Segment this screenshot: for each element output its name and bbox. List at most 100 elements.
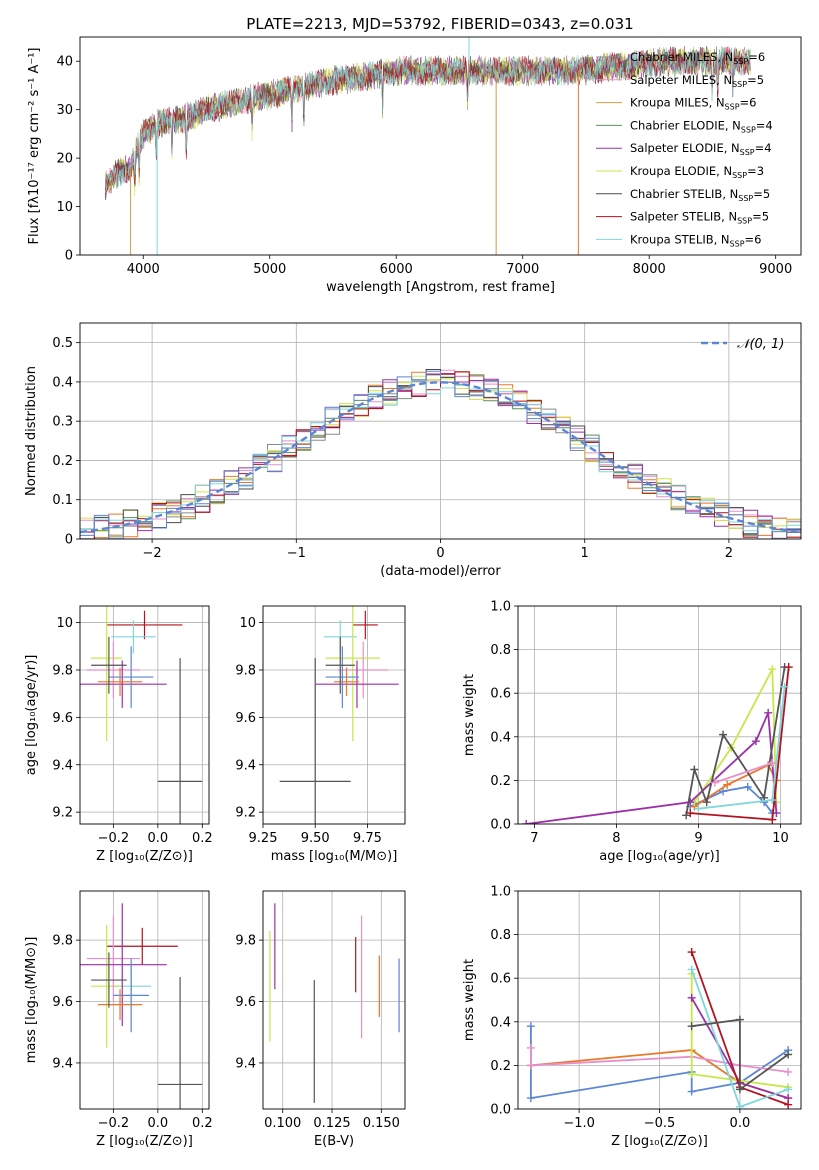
axes-frame [517,890,802,1110]
y-tick-label: 9.4 [52,1056,73,1071]
x-axis-label: wavelength [Angstrom, rest frame] [326,280,555,295]
x-axis-label: Z [log₁₀(Z/Z⊙)] [611,1134,708,1149]
y-tick-label: 0.0 [490,1103,511,1118]
x-tick-label: 0.100 [264,1116,301,1131]
x-tick-label: 7000 [506,262,539,277]
axes-frame [262,890,406,1110]
errorbar-point [279,658,351,824]
axes-frame [262,605,406,825]
y-tick-label: 9.8 [52,663,73,678]
errorbar-point [91,952,127,1008]
y-tick-label: 10 [56,200,73,215]
weight-line [691,1018,789,1092]
plus-marker [735,1102,744,1109]
axes-frame [79,322,802,540]
x-tick-label: 1 [581,546,589,561]
plus-marker [764,708,773,717]
legend-entry: Kroupa ELODIE, NSSP=3 [630,164,764,180]
errorbar-point [315,660,399,708]
legend-entry: Chabrier ELODIE, NSSP=4 [630,118,773,134]
axes-frame [517,605,802,825]
histogram-step [80,370,801,539]
y-tick-label: 0.8 [490,643,511,658]
y-tick-label: 0.6 [490,687,511,702]
errorbar-point [334,667,360,697]
y-tick-label: 9.6 [52,995,73,1010]
legend-entry: Salpeter STELIB, NSSP=5 [630,210,769,226]
errorbar-point [91,606,123,742]
y-tick-label: 0.6 [490,972,511,987]
y-tick-label: 30 [56,103,73,118]
plus-marker [768,815,777,824]
plot-area [80,606,209,824]
plus-marker [687,1022,696,1031]
plus-marker [768,796,777,805]
plot-area [105,37,751,255]
y-tick-label: 9.4 [235,1056,256,1071]
y-tick-label: 1.0 [490,885,511,900]
y-tick-label: 9.2 [235,806,256,821]
errorbar-point [338,641,389,699]
x-tick-label: 0.2 [192,1116,213,1131]
plus-marker [735,1085,744,1094]
y-tick-label: 0.2 [490,774,511,789]
y-tick-label: 9.6 [235,995,256,1010]
plus-marker [723,780,732,789]
y-axis-label: Normed distribution [24,366,39,496]
weight-line [693,665,778,803]
y-tick-label: 9.4 [52,758,73,773]
x-tick-label: 8 [612,831,620,846]
y-tick-label: 10 [239,616,256,631]
plus-marker [743,782,752,791]
x-tick-label: −2 [143,546,162,561]
panel-z-age: −0.2 0.0 0.2 9.2 9.4 9.6 9.8 10 Z [log₁₀(Z/Z⊙)] a… [24,605,213,864]
y-tick-label: 0.0 [490,818,511,833]
y-tick-label: 9.6 [235,711,256,726]
weight-line [685,666,786,816]
y-tick-label: 0.3 [52,415,73,430]
x-tick-label: 8000 [633,262,666,277]
plus-marker [682,811,691,820]
plus-marker [780,682,789,691]
x-tick-label: 9000 [759,262,792,277]
errorbar-point [106,610,183,640]
y-tick-label: 9.8 [52,934,73,949]
plus-marker [784,1050,793,1059]
plus-marker [687,1087,696,1096]
x-tick-label: 0 [436,546,444,561]
plot-area [518,891,801,1109]
errorbar-point [157,976,203,1109]
plus-marker [719,730,728,739]
x-tick-label: −0.5 [644,1116,676,1131]
plus-marker [687,948,696,957]
plus-marker [686,809,695,818]
y-axis-label: age [log₁₀(age/yr)] [24,655,39,776]
errorbar-point [91,924,123,1048]
weight-line [530,1026,789,1100]
spectrum-line [105,45,751,201]
errorbar-point [106,927,178,965]
legend-entry: Salpeter ELODIE, NSSP=4 [630,141,772,157]
y-tick-label: 0 [65,533,73,548]
legend-entry: Chabrier STELIB, NSSP=5 [630,187,770,203]
plus-marker [526,1022,535,1031]
x-tick-label: 9.75 [353,831,382,846]
x-tick-label: 9.25 [249,831,278,846]
errorbar-point [80,903,167,1027]
weight-line [714,762,773,784]
x-tick-label: 0.125 [313,1116,350,1131]
plus-marker [751,737,760,746]
errorbar-point [352,610,378,640]
x-tick-label: −1 [287,546,306,561]
x-tick-label: 9 [694,831,702,846]
y-tick-label: 0.5 [52,336,73,351]
plot-area [80,891,209,1109]
x-tick-label: 10 [772,831,789,846]
x-tick-label: 2 [725,546,733,561]
x-tick-label: 0.150 [363,1116,400,1131]
panel-mass-age: 9.25 9.50 9.75 9.2 9.4 9.6 9.8 10 mass [log₁₀(M/… [235,605,406,864]
y-tick-label: 0.8 [490,928,511,943]
errorbar-point [97,667,143,697]
panel-z-mass: −0.2 0.0 0.2 9.4 9.6 9.8 Z [log₁₀(Z/Z⊙)] mass [… [24,890,213,1149]
